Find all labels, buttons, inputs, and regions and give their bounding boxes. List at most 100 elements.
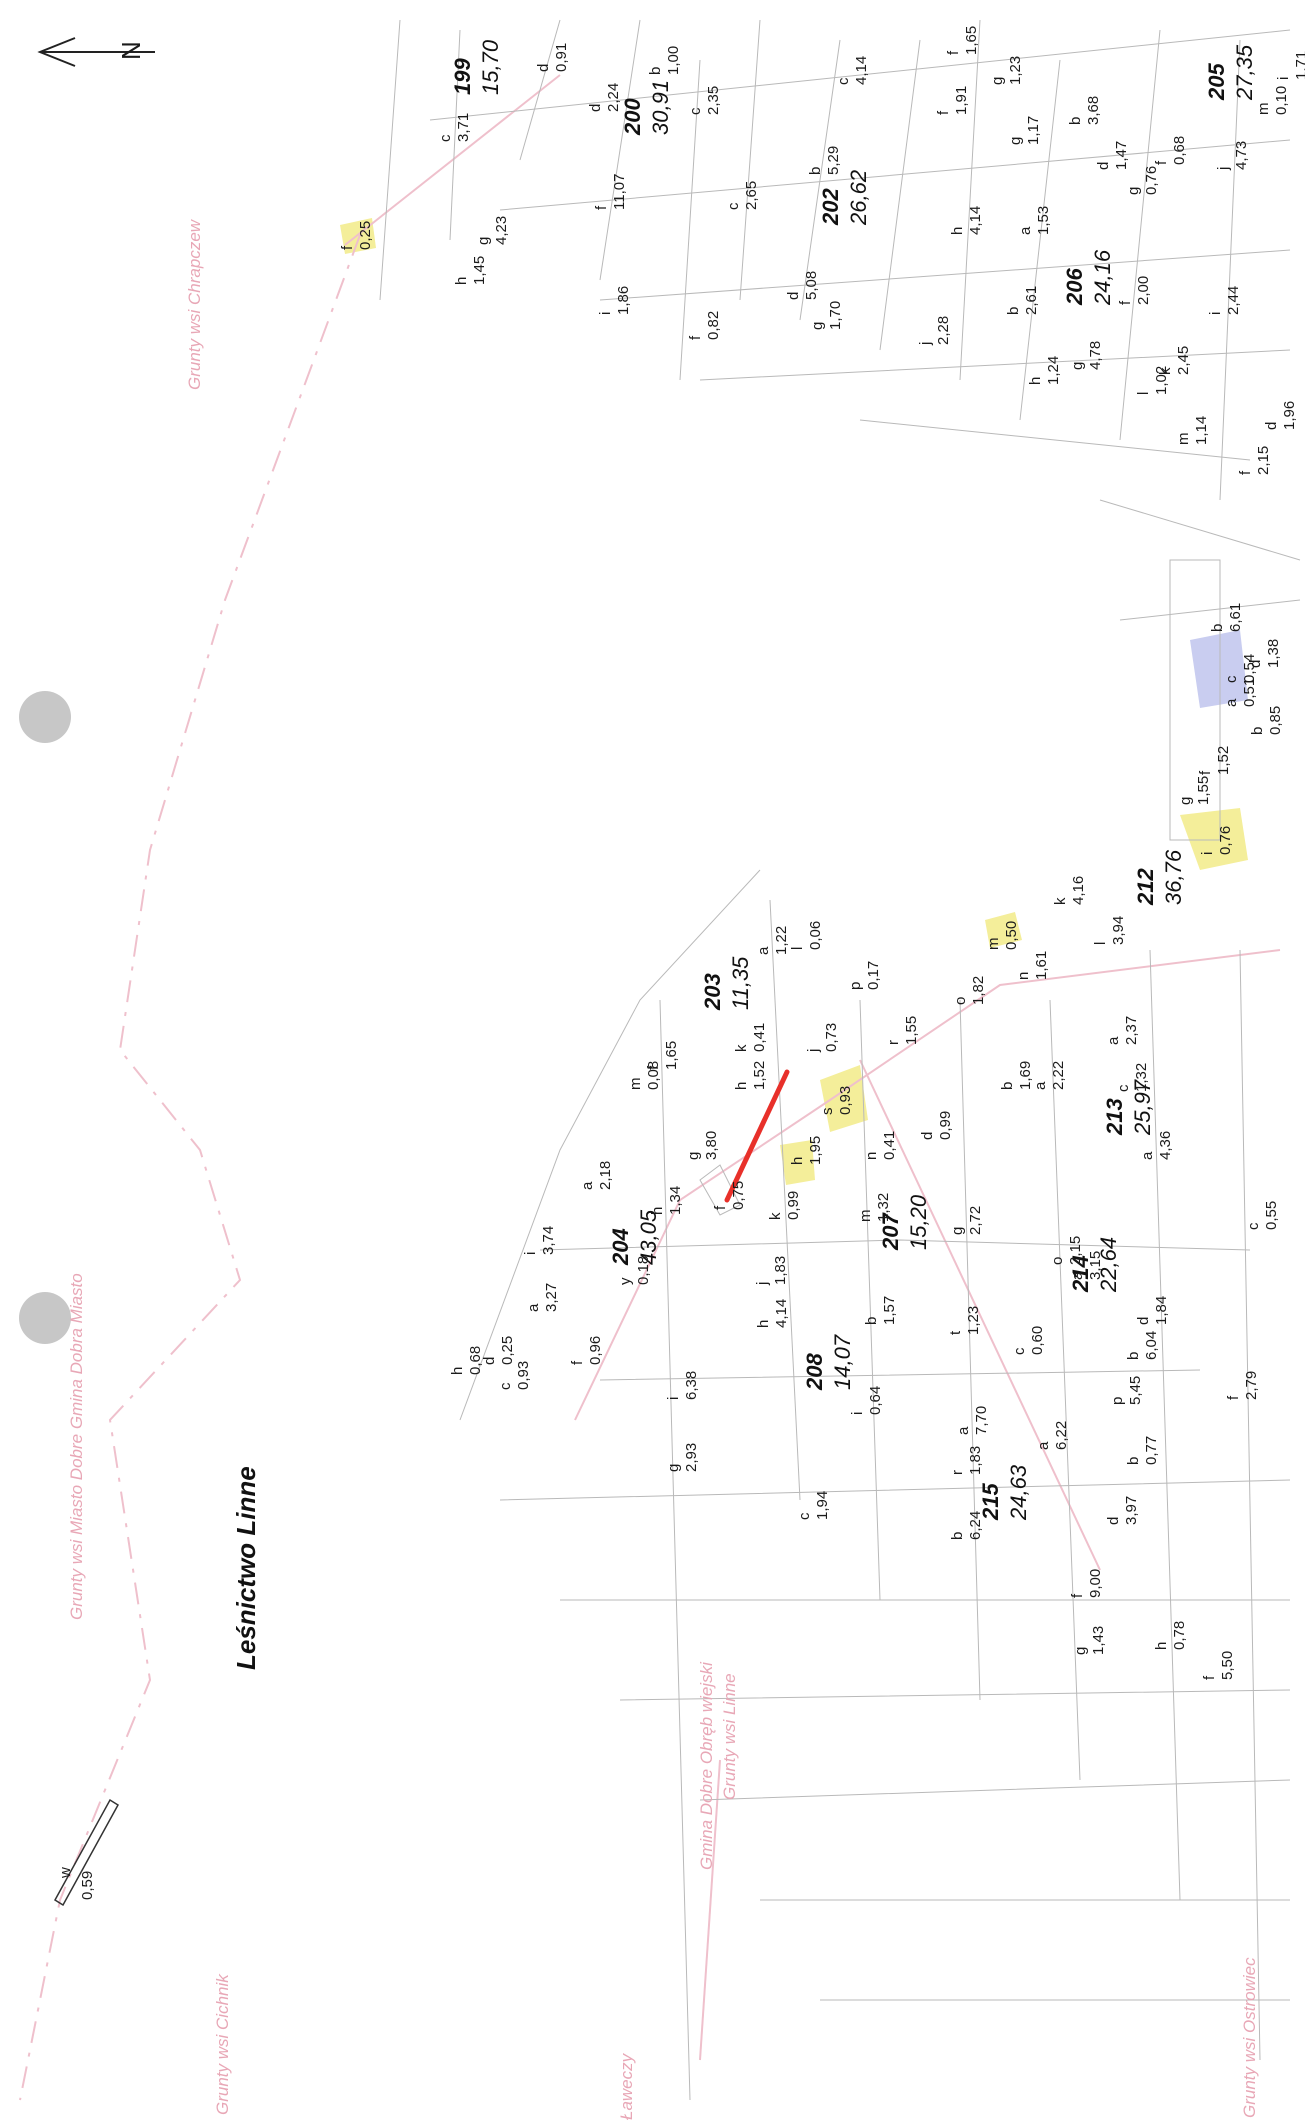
subdivision-area: 1,65 <box>963 26 980 55</box>
subdivision-letter: c <box>796 1512 813 1520</box>
subdivision-area: 7,70 <box>973 1406 990 1435</box>
parcel-area: 14,07 <box>830 1334 855 1390</box>
subdivision-letter: h <box>449 1367 466 1375</box>
subdivision-letter: b <box>1005 307 1022 315</box>
subdivision-area: 2,35 <box>705 86 722 115</box>
subdivision-letter: b <box>1249 727 1266 735</box>
subdivision-letter: d <box>1135 1317 1152 1325</box>
subdivision-area: 0,68 <box>1171 136 1188 165</box>
subdivision-area: 2,72 <box>967 1206 984 1235</box>
subdivision-area: 1,61 <box>1033 951 1050 980</box>
subdivision-area: 6,61 <box>1227 603 1244 632</box>
subdivision-letter: j <box>805 1049 822 1053</box>
subdivision-area: 1,96 <box>1281 401 1298 430</box>
subdivision-area: 5,08 <box>803 271 820 300</box>
subdivision-area: 3,71 <box>455 113 472 142</box>
subdivision-area: 0,96 <box>587 1336 604 1365</box>
subdivision-area: 3,74 <box>540 1226 557 1255</box>
subdivision-area: 4,16 <box>1070 876 1087 905</box>
subdivision-letter: a <box>1032 1081 1049 1090</box>
subdivision-letter: p <box>847 982 864 990</box>
subdivision-area: 0,64 <box>867 1386 884 1415</box>
subdivision-letter: h <box>733 1082 750 1090</box>
subdivision-area: 0,73 <box>823 1023 840 1052</box>
boundary-line <box>699 1759 721 2061</box>
subdivision-letter: m <box>627 1078 644 1091</box>
subdivision-area: 1,24 <box>1045 356 1062 385</box>
neighbour-label: Grunty wsi Linne <box>720 1673 739 1800</box>
subdivision-area: 1,34 <box>667 1186 684 1215</box>
subdivision-area: 4,14 <box>773 1299 790 1328</box>
parcel-area: 43,05 <box>636 1209 661 1265</box>
subdivision-letter: n <box>1015 972 1032 980</box>
parcel-number: 200 <box>620 98 645 136</box>
subdivision-letter: i <box>1199 852 1216 855</box>
parcel-area: 11,35 <box>728 956 753 1010</box>
subdivision-letter: b <box>1125 1457 1142 1465</box>
subdivision-area: 0,50 <box>1003 921 1020 950</box>
subdivision-area: 2,37 <box>1123 1016 1140 1045</box>
parcel-number: 214 <box>1068 1255 1093 1293</box>
subdivision-letter: i <box>849 1412 866 1415</box>
subdivision-letter: l <box>789 947 806 950</box>
subdivision-letter: f <box>645 1065 662 1070</box>
subdivision-letter: d <box>919 1132 936 1140</box>
neighbour-labels: Grunty wsi Chrapczew Grunty wsi Miasto D… <box>67 218 1259 2120</box>
subdivision-area: 1,84 <box>1153 1296 1170 1325</box>
subdivision-area: 0,25 <box>357 221 374 250</box>
subdivision-letter: m <box>1255 103 1272 116</box>
subdivision-letter: j <box>1215 167 1232 171</box>
subdivision-letter: f <box>1069 1593 1086 1598</box>
subdivision-letter: d <box>785 292 802 300</box>
parcel-area: 36,76 <box>1161 849 1186 905</box>
subdivision-area: 1,32 <box>875 1193 892 1222</box>
subdivision-area: 5,29 <box>825 146 842 175</box>
subdivision-letter: f <box>569 1360 586 1365</box>
parcel-area: 24,63 <box>1006 1464 1031 1521</box>
subdivision-letter: f <box>1201 1675 1218 1680</box>
subdivision-letter: g <box>685 1152 702 1160</box>
subdivision-letter: c <box>1245 1222 1262 1230</box>
subdivision-area: 0,91 <box>553 43 570 72</box>
subdivision-area: 0,99 <box>937 1111 954 1140</box>
subdivision-letter: k <box>1157 367 1174 375</box>
subdivision-letter: n <box>863 1152 880 1160</box>
parcel-number: 207 <box>878 1212 903 1251</box>
subdivision-letter: r <box>885 1040 902 1045</box>
subdivision-area: 2,22 <box>1050 1061 1067 1090</box>
subdivision-area: 3,68 <box>1085 96 1102 125</box>
subdivision-area: 1,53 <box>1035 206 1052 235</box>
subdivision-area: 0,18 <box>635 1256 652 1285</box>
subdivision-area: 0,99 <box>785 1191 802 1220</box>
subdivision-area: 1,32 <box>1133 1063 1150 1092</box>
subdivision-letter: a <box>1069 1271 1086 1280</box>
neighbour-label: Grunty wsi Chrapczew <box>185 218 204 390</box>
subdivision-letter: a <box>579 1181 596 1190</box>
subdivision-letter: a <box>955 1426 972 1435</box>
subdivision-area: 2,93 <box>683 1443 700 1472</box>
subdivision-area: 2,28 <box>935 316 952 345</box>
subdivision-letter: g <box>1177 797 1194 805</box>
blue-patch <box>1190 630 1248 708</box>
subdivision-area: 1,38 <box>1265 639 1282 668</box>
parcel-number: 204 <box>608 1228 633 1266</box>
subdivision-letter: g <box>475 237 492 245</box>
subdivision-area: 9,00 <box>1087 1569 1104 1598</box>
north-letter: N <box>116 41 146 60</box>
subdivision-area: 1,69 <box>1017 1061 1034 1090</box>
subdivision-area: 1,70 <box>827 301 844 330</box>
highlight-area <box>1180 808 1248 870</box>
north-arrow: N <box>37 37 155 67</box>
punch-hole-top <box>19 691 71 743</box>
subdivision-letter: g <box>1069 362 1086 370</box>
subdivision-area: 0,54 <box>1241 654 1258 683</box>
subdivision-area: 1,47 <box>1113 141 1130 170</box>
subdivision-letter: s <box>819 1108 836 1116</box>
parcel-area: 25,97 <box>1130 1079 1155 1136</box>
subdivision-area: 3,15 <box>1087 1251 1104 1280</box>
subdivision-area: 6,38 <box>683 1371 700 1400</box>
subdivision-area: 0,93 <box>837 1086 854 1115</box>
subdivision-area: 3,94 <box>1110 916 1127 945</box>
subdivision-letter: m <box>857 1210 874 1223</box>
subdivision-letter: a <box>525 1303 542 1312</box>
